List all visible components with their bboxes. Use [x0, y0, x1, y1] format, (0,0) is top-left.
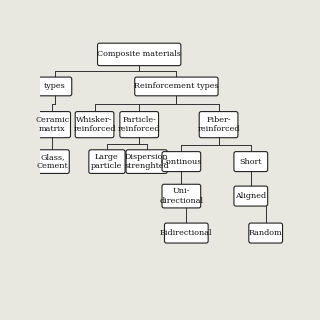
Text: types: types	[44, 83, 66, 91]
Text: Aligned: Aligned	[235, 192, 266, 200]
Text: Uni-
directional: Uni- directional	[159, 188, 204, 205]
FancyBboxPatch shape	[249, 223, 283, 243]
FancyBboxPatch shape	[234, 152, 268, 172]
FancyBboxPatch shape	[120, 112, 158, 138]
Text: Ceramic
matrix: Ceramic matrix	[35, 116, 69, 133]
Text: Dispersion
strenghted: Dispersion strenghted	[124, 153, 169, 170]
Text: Short: Short	[239, 157, 262, 166]
FancyBboxPatch shape	[199, 112, 238, 138]
Text: Particle-
reinforced: Particle- reinforced	[118, 116, 160, 133]
FancyBboxPatch shape	[34, 112, 70, 138]
Text: Reinforcement types: Reinforcement types	[134, 83, 219, 91]
Text: Glass,
Cement: Glass, Cement	[36, 153, 68, 170]
Text: Bidirectional: Bidirectional	[160, 229, 212, 237]
Text: Whisker-
reinforced: Whisker- reinforced	[73, 116, 116, 133]
FancyBboxPatch shape	[135, 77, 218, 96]
FancyBboxPatch shape	[162, 152, 201, 172]
FancyBboxPatch shape	[36, 150, 69, 173]
Text: Random: Random	[249, 229, 283, 237]
FancyBboxPatch shape	[98, 43, 181, 66]
Text: Composite materials: Composite materials	[97, 51, 181, 59]
FancyBboxPatch shape	[126, 150, 167, 173]
FancyBboxPatch shape	[162, 184, 201, 208]
FancyBboxPatch shape	[75, 112, 114, 138]
FancyBboxPatch shape	[234, 186, 268, 206]
FancyBboxPatch shape	[164, 223, 208, 243]
FancyBboxPatch shape	[89, 150, 125, 173]
Text: Large
particle: Large particle	[91, 153, 123, 170]
Text: Fiber-
reinforced: Fiber- reinforced	[197, 116, 240, 133]
Text: Continous: Continous	[161, 157, 202, 166]
FancyBboxPatch shape	[38, 77, 72, 96]
